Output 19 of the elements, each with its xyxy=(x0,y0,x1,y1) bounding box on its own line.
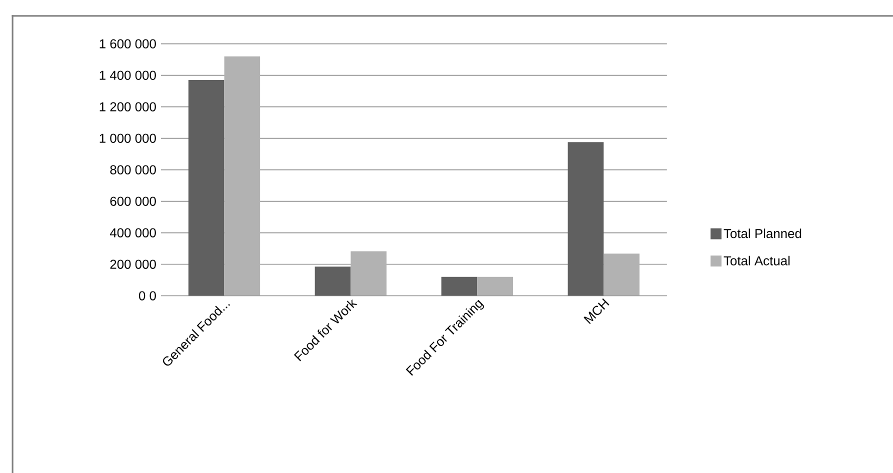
y-tick-label: 400 000 xyxy=(110,228,156,238)
y-tick-label: 1 200 000 xyxy=(100,102,156,112)
bar xyxy=(188,80,224,296)
y-tick-label: 0 0 xyxy=(138,291,156,300)
legend-label: Total Planned xyxy=(724,228,802,238)
bar xyxy=(441,276,478,296)
bar xyxy=(224,56,260,296)
y-tick-label: 600 000 xyxy=(110,196,156,206)
y-tick-label: 800 000 xyxy=(110,165,156,174)
y-tick-label: 1 000 000 xyxy=(100,134,156,143)
y-tick-label: 1 400 000 xyxy=(100,70,156,80)
bar xyxy=(477,276,514,296)
y-tick-label: 200 000 xyxy=(110,260,156,269)
y-tick-label: 1 600 000 xyxy=(100,39,156,48)
bar xyxy=(314,266,351,296)
bar xyxy=(350,251,387,296)
legend-label: Total Actual xyxy=(724,256,790,266)
bar xyxy=(568,142,604,296)
bar xyxy=(604,254,640,296)
